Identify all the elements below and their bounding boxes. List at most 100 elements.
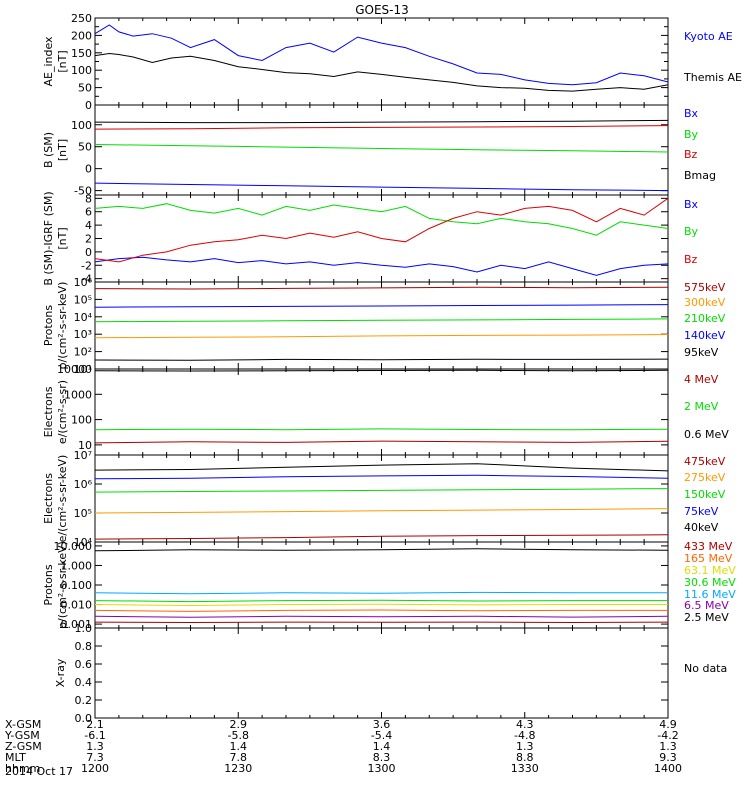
legend-label: 6.5 MeV bbox=[684, 599, 729, 612]
series-line bbox=[94, 609, 668, 612]
ephemeris-value: 1300 bbox=[368, 762, 396, 775]
series-line bbox=[94, 463, 669, 472]
ephemeris-value: 1.4 bbox=[230, 740, 248, 753]
panel-7: 0.001 0.010 0.100 1.000 10.000 Protons p/(cm²-… bbox=[42, 540, 736, 631]
y-axis-label: B (SM)-IGRF (SM) bbox=[42, 191, 55, 285]
ephemeris-value: 1.3 bbox=[86, 740, 104, 753]
ephemeris-value: -6.1 bbox=[84, 729, 105, 742]
ephemeris-value: 1230 bbox=[224, 762, 252, 775]
y-tick-label: 0 bbox=[85, 99, 92, 112]
y-tick-label: 0 bbox=[85, 246, 92, 259]
legend-label: 300keV bbox=[684, 296, 726, 309]
ephemeris-table: X-GSM 2.1 2.9 3.6 4.3 4.9 Y-GSM -6.1 -5.8 -5.4 -4.… bbox=[4, 718, 682, 775]
y-tick-label: 10⁵ bbox=[74, 293, 92, 306]
y-tick-label: 10³ bbox=[74, 328, 92, 341]
legend-label: 40keV bbox=[684, 521, 719, 534]
panel-frame bbox=[94, 104, 669, 196]
ephemeris-value: 2.9 bbox=[230, 718, 248, 731]
legend-label: 2 MeV bbox=[684, 400, 719, 413]
y-tick-label: 100 bbox=[71, 64, 92, 77]
y-tick-label: 0 bbox=[85, 163, 92, 176]
ephemeris-value: 4.9 bbox=[659, 718, 677, 731]
panel-frame bbox=[94, 281, 669, 370]
y-tick-label: 10⁴ bbox=[74, 536, 93, 549]
y-tick-label: 1000 bbox=[64, 388, 92, 401]
series-line bbox=[94, 286, 669, 290]
series-line bbox=[94, 358, 669, 361]
ephemeris-value: 4.3 bbox=[516, 718, 534, 731]
y-tick-label: 10⁷ bbox=[74, 449, 92, 462]
panel-4: 10¹ 10² 10³ 10⁴ 10⁵ 10⁶ Protons p/(cm²-s-sr-keV… bbox=[42, 276, 726, 376]
no-data-note: No data bbox=[684, 662, 727, 675]
y-axis-unit: p/(cm²-s-sr-keV) bbox=[56, 282, 69, 370]
series-line bbox=[94, 508, 669, 514]
y-tick-label: 8 bbox=[85, 192, 92, 205]
y-tick-label: 0.4 bbox=[75, 676, 93, 689]
series-line bbox=[94, 474, 669, 480]
ephemeris-value: 9.3 bbox=[659, 751, 677, 764]
panel-2: -50 0 50 100 B (SM) [nT] Bx By Bz Bmag bbox=[42, 104, 716, 198]
legend-label: 433 MeV bbox=[684, 540, 733, 553]
legend-label: By bbox=[684, 128, 699, 141]
y-tick-label: 10⁶ bbox=[74, 276, 93, 289]
ephemeris-row-label: MLT bbox=[5, 751, 26, 764]
y-tick-label: 50 bbox=[78, 141, 92, 154]
y-axis-label: Protons bbox=[42, 305, 55, 346]
legend-label: 150keV bbox=[684, 488, 726, 501]
legend-label: Bz bbox=[684, 253, 698, 266]
y-tick-label: 6 bbox=[85, 206, 92, 219]
y-tick-label: 10² bbox=[74, 346, 92, 359]
panel-frame bbox=[94, 541, 669, 629]
ephemeris-row-label: hhmm bbox=[5, 762, 40, 775]
legend-label: 275keV bbox=[684, 471, 726, 484]
y-tick-label: 10⁶ bbox=[74, 478, 93, 491]
y-axis-label: Electrons bbox=[42, 473, 55, 524]
y-tick-label: -2 bbox=[81, 259, 92, 272]
y-axis-label: Electrons bbox=[42, 386, 55, 437]
panel-1: 0 50 100 150 200 250 AE_index [nT] Kyoto AE Themi… bbox=[42, 12, 742, 112]
ephemeris-value: -5.8 bbox=[228, 729, 249, 742]
y-tick-label: 10¹ bbox=[74, 363, 92, 376]
ephemeris-value: 3.6 bbox=[373, 718, 391, 731]
y-axis-label: B (SM) bbox=[42, 132, 55, 168]
legend-label: 2.5 MeV bbox=[684, 611, 729, 624]
legend-label: 4 MeV bbox=[684, 373, 719, 386]
ephemeris-value: 2.1 bbox=[86, 718, 104, 731]
legend-label: 11.6 MeV bbox=[684, 588, 736, 601]
ephemeris-value: 1200 bbox=[81, 762, 109, 775]
panel-frame bbox=[94, 17, 669, 106]
y-tick-label: 1.000 bbox=[61, 559, 93, 572]
legend-label: 165 MeV bbox=[684, 552, 733, 565]
y-tick-label: 10⁵ bbox=[74, 507, 92, 520]
series-line bbox=[94, 488, 669, 493]
y-tick-label: 0.0 bbox=[75, 712, 93, 725]
y-axis-unit: p/(cm²-s-sr-keV) bbox=[56, 541, 69, 629]
ephemeris-value: -5.4 bbox=[371, 729, 392, 742]
y-tick-label: 0.100 bbox=[61, 579, 93, 592]
y-axis-label: Protons bbox=[42, 564, 55, 605]
y-axis-unit: e/(cm²-s-sr) bbox=[56, 380, 69, 444]
legend-label: Bz bbox=[684, 148, 698, 161]
series-line bbox=[94, 334, 669, 339]
ephemeris-value: -4.8 bbox=[514, 729, 535, 742]
y-tick-label: 10⁴ bbox=[74, 311, 93, 324]
series-line bbox=[94, 615, 669, 618]
y-tick-label: 200 bbox=[71, 29, 92, 42]
series-line bbox=[94, 534, 669, 540]
series-line bbox=[94, 119, 669, 124]
y-tick-label: 0.6 bbox=[75, 658, 93, 671]
y-tick-label: 150 bbox=[71, 47, 92, 60]
ephemeris-row-label: Z-GSM bbox=[5, 740, 42, 753]
date-label: 2014 Oct 17 bbox=[5, 765, 73, 778]
legend-label: 75keV bbox=[684, 505, 719, 518]
legend-label: 0.6 MeV bbox=[684, 428, 729, 441]
legend-label: Themis AE bbox=[683, 71, 742, 84]
series-line bbox=[94, 591, 668, 595]
y-tick-label: 10.000 bbox=[54, 540, 93, 553]
series-line bbox=[94, 203, 669, 236]
y-tick-label: 50 bbox=[78, 82, 92, 95]
series-line bbox=[94, 197, 669, 263]
legend-label: Kyoto AE bbox=[684, 30, 733, 43]
